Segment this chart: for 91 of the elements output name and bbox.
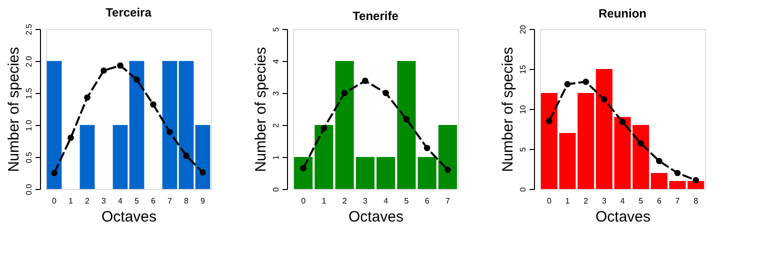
point <box>68 134 74 141</box>
point <box>150 101 156 108</box>
x-tick-label: 4 <box>384 196 389 206</box>
x-tick-label: 5 <box>404 196 410 206</box>
point <box>51 170 58 176</box>
x-tick-label: 6 <box>656 196 662 206</box>
x-axis-title: Octaves <box>348 208 404 226</box>
point <box>200 169 206 176</box>
point <box>320 125 328 132</box>
bar <box>650 173 668 189</box>
x-tick-label: 6 <box>151 196 156 206</box>
point <box>601 96 608 103</box>
y-tick-label: 2.5 <box>24 23 34 36</box>
y-axis-title: Number of species <box>252 46 270 172</box>
point <box>183 152 190 159</box>
x-tick-label: 8 <box>184 196 190 206</box>
x-axis-title: Octaves <box>101 208 157 226</box>
x-tick-label: 7 <box>675 196 680 206</box>
x-tick-label: 1 <box>565 196 570 206</box>
point <box>100 67 107 74</box>
point <box>656 158 662 164</box>
point <box>444 166 451 173</box>
y-tick-label: 0.5 <box>24 151 34 164</box>
point <box>582 78 589 85</box>
chart-title: Terceira <box>106 5 152 20</box>
point <box>134 76 140 83</box>
x-tick-label: 4 <box>118 196 124 206</box>
point <box>424 144 430 152</box>
y-tick-label: 20 <box>518 24 528 34</box>
x-tick-label: 5 <box>134 196 140 206</box>
point <box>619 118 626 125</box>
point <box>117 62 124 69</box>
point <box>546 118 552 124</box>
x-tick-label: 7 <box>445 196 450 206</box>
x-tick-label: 4 <box>620 196 626 206</box>
bar <box>418 157 436 189</box>
bar <box>596 69 612 189</box>
chart-title: Tenerife <box>352 8 399 23</box>
x-tick-label: 7 <box>168 196 173 206</box>
bar <box>397 61 416 189</box>
x-tick-label: 1 <box>322 196 327 206</box>
x-tick-label: 5 <box>638 196 644 206</box>
y-tick-label: 10 <box>518 104 528 114</box>
y-tick-label: 5 <box>518 146 528 152</box>
y-tick-label: 0 <box>272 186 280 192</box>
chart-title: Reunion <box>598 6 646 21</box>
point <box>341 90 348 96</box>
y-tick-label: 3 <box>272 90 280 96</box>
x-tick-label: 6 <box>424 196 430 206</box>
point <box>166 128 173 136</box>
x-tick-label: 3 <box>102 196 107 206</box>
y-tick-label: 1 <box>272 154 280 160</box>
point <box>403 116 410 122</box>
bar <box>294 157 313 189</box>
x-tick-label: 2 <box>584 196 589 206</box>
x-tick-label: 0 <box>546 196 552 206</box>
y-axis-title: Number of species <box>500 46 516 172</box>
x-tick-label: 2 <box>342 196 348 206</box>
point <box>362 78 368 84</box>
x-tick-label: 8 <box>694 196 699 206</box>
y-tick-label: 0 <box>518 186 528 192</box>
y-tick-label: 5 <box>272 26 280 32</box>
x-axis-title: Octaves <box>595 208 651 226</box>
point <box>300 165 306 172</box>
x-tick-label: 0 <box>52 196 58 206</box>
y-tick-label: 15 <box>518 64 528 74</box>
y-tick-label: 0.0 <box>24 183 34 196</box>
bar <box>438 125 457 189</box>
x-tick-label: 3 <box>602 196 607 206</box>
point <box>692 177 699 184</box>
y-tick-label: 4 <box>272 58 280 64</box>
y-tick-label: 1.0 <box>24 119 34 132</box>
x-tick-label: 1 <box>68 196 74 206</box>
bar <box>376 157 396 189</box>
y-tick-label: 2.0 <box>24 55 34 68</box>
bar <box>540 93 558 189</box>
point <box>638 140 644 147</box>
point <box>564 81 571 88</box>
y-axis-title: Number of species <box>6 46 22 172</box>
point <box>84 94 90 101</box>
x-tick-label: 9 <box>200 196 206 206</box>
x-tick-label: 2 <box>85 196 90 206</box>
x-tick-label: 0 <box>301 196 306 206</box>
point <box>382 90 389 96</box>
y-tick-label: 1.5 <box>24 87 34 100</box>
y-tick-label: 2 <box>272 122 280 128</box>
bar <box>356 157 374 189</box>
x-tick-label: 3 <box>362 196 368 206</box>
point <box>674 170 681 176</box>
bar <box>335 61 354 189</box>
bar <box>314 125 334 189</box>
